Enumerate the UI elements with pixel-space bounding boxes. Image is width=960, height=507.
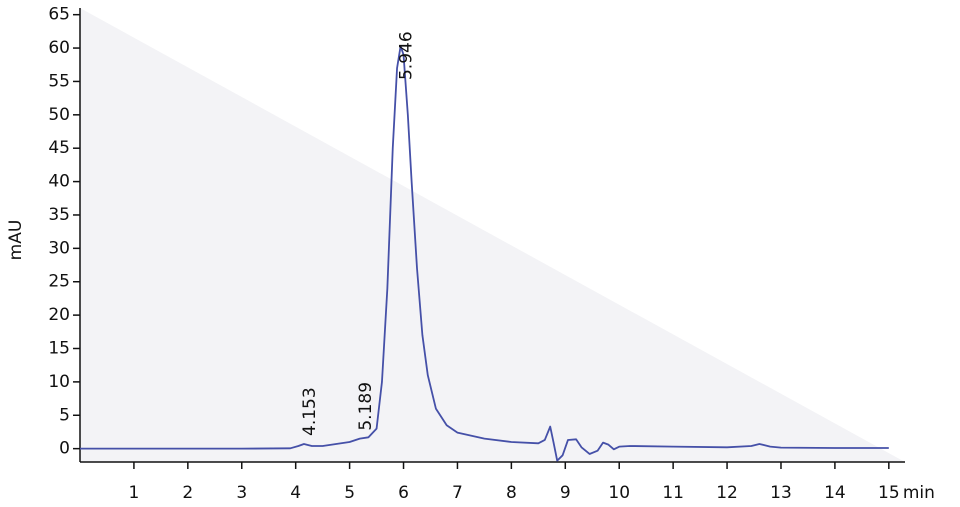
x-tick-label: 1 [129, 483, 140, 503]
x-tick-label: 2 [182, 483, 193, 503]
y-tick-label: 30 [48, 238, 70, 258]
x-tick-label: 15 [878, 483, 900, 503]
peak-label: 4.153 [300, 387, 320, 436]
x-axis-label: min [903, 483, 935, 503]
x-tick-label: 11 [662, 483, 684, 503]
y-tick-label: 55 [48, 71, 70, 91]
y-tick-label: 60 [48, 38, 70, 58]
trace [80, 45, 889, 462]
y-tick-label: 15 [48, 339, 70, 359]
x-tick-label: 5 [344, 483, 355, 503]
y-tick-label: 45 [48, 138, 70, 158]
peak-label: 5.189 [356, 382, 376, 431]
y-tick-label: 40 [48, 172, 70, 192]
x-tick-label: 12 [716, 483, 738, 503]
background-shade [80, 8, 905, 462]
x-tick-label: 7 [452, 483, 463, 503]
y-tick-label: 35 [48, 205, 70, 225]
y-tick-label: 50 [48, 105, 70, 125]
y-tick-label: 65 [48, 5, 70, 25]
y-tick-label: 0 [59, 439, 70, 459]
y-tick-label: 5 [59, 405, 70, 425]
y-axis-label: mAU [6, 220, 26, 261]
x-tick-label: 10 [608, 483, 630, 503]
y-tick-label: 10 [48, 372, 70, 392]
x-tick-label: 3 [236, 483, 247, 503]
peak-label: 5.946 [397, 31, 417, 80]
x-tick-label: 6 [398, 483, 409, 503]
x-tick-label: 14 [824, 483, 846, 503]
x-tick-label: 9 [560, 483, 571, 503]
y-tick-label: 20 [48, 305, 70, 325]
x-tick-label: 8 [506, 483, 517, 503]
x-tick-label: 13 [770, 483, 792, 503]
x-tick-label: 4 [290, 483, 301, 503]
y-tick-label: 25 [48, 272, 70, 292]
